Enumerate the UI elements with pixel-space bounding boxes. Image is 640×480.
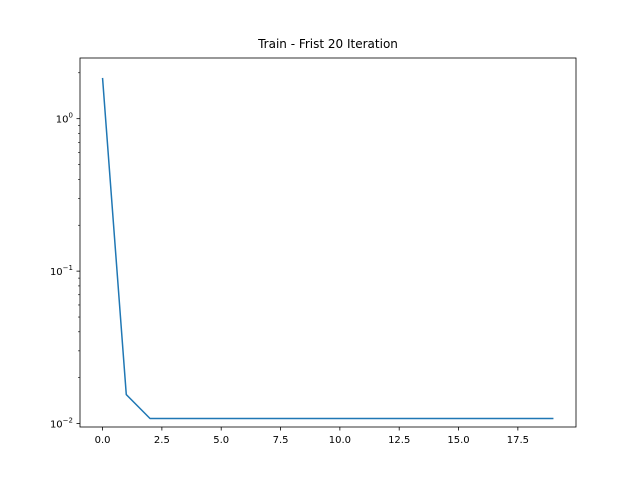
x-axis: 0.0 2.5 5.0 7.5 10.0 12.5 15.0 17.5: [95, 427, 529, 446]
chart-title: Train - Frist 20 Iteration: [257, 37, 398, 51]
plot-frame: [79, 57, 577, 428]
x-tick-label: 5.0: [213, 435, 229, 446]
x-tick-label: 10.0: [329, 435, 351, 446]
y-tick-label: 100: [56, 112, 73, 126]
series-line: [101, 77, 554, 420]
x-tick-label: 15.0: [447, 435, 469, 446]
x-tick-label: 0.0: [95, 435, 111, 446]
y-axis: 10−2 10−1 100: [50, 72, 80, 431]
y-tick-label: 10−2: [50, 417, 73, 431]
y-tick-label: 10−1: [50, 264, 73, 278]
plot-area: [101, 77, 554, 420]
x-tick-label: 7.5: [273, 435, 289, 446]
x-tick-label: 2.5: [154, 435, 170, 446]
x-tick-label: 17.5: [507, 435, 529, 446]
x-tick-label: 12.5: [388, 435, 410, 446]
